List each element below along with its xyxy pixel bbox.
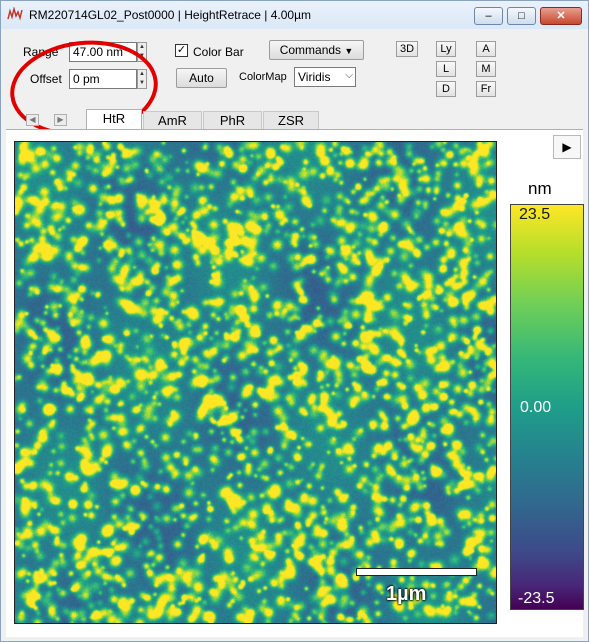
afm-height-image[interactable] bbox=[14, 141, 497, 624]
minimize-button[interactable]: – bbox=[474, 7, 503, 25]
d-button[interactable]: D bbox=[436, 81, 456, 97]
colorbar-min-label: -23.5 bbox=[518, 590, 555, 607]
play-icon[interactable]: ▶ bbox=[553, 135, 581, 159]
auto-button[interactable]: Auto bbox=[176, 68, 227, 88]
scale-bar-label: 1µm bbox=[386, 583, 427, 605]
window-title: RM220714GL02_Post0000 | HeightRetrace | … bbox=[29, 8, 311, 22]
tab-scroll-left-icon[interactable]: ◀ bbox=[26, 114, 39, 126]
tab-phr[interactable]: PhR bbox=[203, 111, 262, 130]
spin-down-icon[interactable]: ▼ bbox=[139, 53, 145, 59]
offset-input[interactable]: 0 pm bbox=[69, 69, 137, 89]
tab-scroll-right-icon[interactable]: ▶ bbox=[54, 114, 67, 126]
colorbar-max-label: 23.5 bbox=[519, 206, 551, 223]
colorbar-mid-label: 0.00 bbox=[520, 399, 552, 416]
ly-button[interactable]: Ly bbox=[436, 41, 456, 57]
close-button[interactable]: ✕ bbox=[540, 7, 582, 25]
a-button[interactable]: A bbox=[476, 41, 496, 57]
range-input[interactable]: 47.00 nm bbox=[69, 42, 137, 62]
spin-up-icon[interactable]: ▲ bbox=[139, 44, 145, 50]
scale-bar bbox=[356, 568, 477, 576]
offset-spinner[interactable]: ▲ ▼ bbox=[137, 69, 147, 89]
tab-bar: ◀ ▶ HtR AmR PhR ZSR bbox=[6, 107, 583, 130]
3d-button[interactable]: 3D bbox=[396, 41, 418, 57]
dropdown-arrow-icon: ▼ bbox=[344, 46, 354, 56]
colorbar-unit: nm bbox=[528, 179, 552, 198]
colorbar-checkbox[interactable]: ✓ bbox=[175, 44, 188, 57]
tab-zsr[interactable]: ZSR bbox=[263, 111, 319, 130]
l-button[interactable]: L bbox=[436, 61, 456, 77]
colormap-label: ColorMap bbox=[239, 71, 287, 83]
tab-htr[interactable]: HtR bbox=[86, 109, 142, 130]
range-label: Range bbox=[23, 45, 59, 59]
colorbar-gradient bbox=[510, 204, 584, 610]
colorbar-label: Color Bar bbox=[193, 45, 244, 59]
spin-down-icon[interactable]: ▼ bbox=[139, 80, 145, 86]
fr-button[interactable]: Fr bbox=[476, 81, 496, 97]
offset-label: Offset bbox=[30, 72, 62, 86]
maximize-button[interactable]: □ bbox=[507, 7, 536, 25]
afm-image-canvas[interactable] bbox=[15, 142, 496, 623]
range-spinner[interactable]: ▲ ▼ bbox=[137, 42, 147, 62]
title-bar[interactable]: RM220714GL02_Post0000 | HeightRetrace | … bbox=[1, 1, 588, 29]
colormap-value: Viridis bbox=[298, 70, 331, 84]
colormap-select[interactable]: Viridis ⌵ bbox=[294, 67, 356, 87]
m-button[interactable]: M bbox=[476, 61, 496, 77]
commands-label: Commands bbox=[279, 43, 342, 57]
tab-amr[interactable]: AmR bbox=[143, 111, 202, 130]
spin-up-icon[interactable]: ▲ bbox=[139, 71, 145, 77]
chevron-down-icon: ⌵ bbox=[345, 70, 353, 81]
app-icon bbox=[7, 7, 23, 21]
commands-button[interactable]: Commands ▼ bbox=[269, 40, 364, 60]
